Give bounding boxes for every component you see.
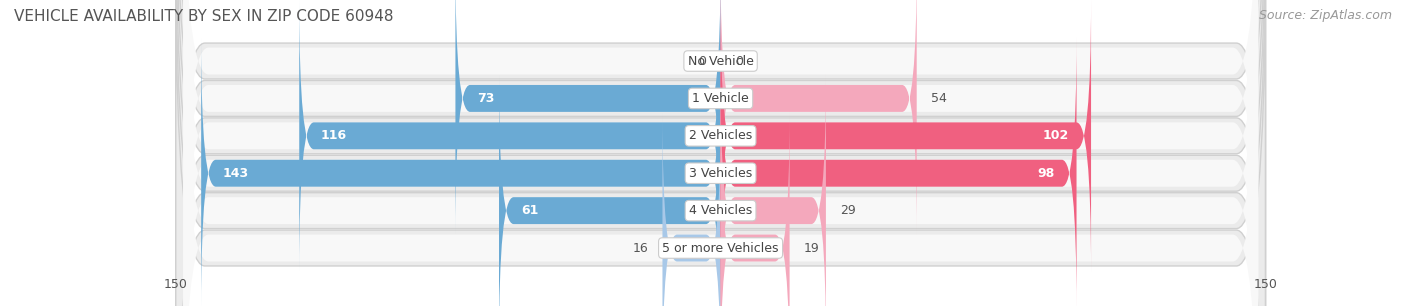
Text: 0: 0 (735, 54, 744, 68)
Text: Source: ZipAtlas.com: Source: ZipAtlas.com (1258, 9, 1392, 22)
Text: 2 Vehicles: 2 Vehicles (689, 129, 752, 142)
Text: 5 or more Vehicles: 5 or more Vehicles (662, 241, 779, 255)
FancyBboxPatch shape (183, 0, 1258, 306)
FancyBboxPatch shape (183, 0, 1258, 306)
Text: 16: 16 (633, 241, 648, 255)
FancyBboxPatch shape (183, 0, 1258, 306)
FancyBboxPatch shape (201, 37, 721, 306)
FancyBboxPatch shape (721, 0, 917, 235)
Text: 98: 98 (1038, 167, 1054, 180)
FancyBboxPatch shape (176, 0, 1265, 306)
FancyBboxPatch shape (299, 0, 721, 272)
FancyBboxPatch shape (176, 0, 1265, 306)
Text: VEHICLE AVAILABILITY BY SEX IN ZIP CODE 60948: VEHICLE AVAILABILITY BY SEX IN ZIP CODE … (14, 9, 394, 24)
Text: 29: 29 (841, 204, 856, 217)
Text: 19: 19 (804, 241, 820, 255)
Text: No Vehicle: No Vehicle (688, 54, 754, 68)
Text: 1 Vehicle: 1 Vehicle (692, 92, 749, 105)
FancyBboxPatch shape (176, 0, 1265, 306)
FancyBboxPatch shape (183, 0, 1258, 306)
Text: 102: 102 (1043, 129, 1070, 142)
Text: 73: 73 (477, 92, 495, 105)
Text: 0: 0 (697, 54, 706, 68)
FancyBboxPatch shape (456, 0, 721, 235)
Text: 4 Vehicles: 4 Vehicles (689, 204, 752, 217)
FancyBboxPatch shape (721, 74, 825, 306)
FancyBboxPatch shape (176, 0, 1265, 306)
FancyBboxPatch shape (176, 0, 1265, 306)
FancyBboxPatch shape (721, 112, 790, 306)
FancyBboxPatch shape (499, 74, 721, 306)
FancyBboxPatch shape (176, 0, 1265, 306)
Text: 116: 116 (321, 129, 347, 142)
FancyBboxPatch shape (721, 0, 1091, 272)
Text: 143: 143 (224, 167, 249, 180)
Text: 3 Vehicles: 3 Vehicles (689, 167, 752, 180)
FancyBboxPatch shape (721, 37, 1077, 306)
FancyBboxPatch shape (183, 0, 1258, 306)
Text: 61: 61 (520, 204, 538, 217)
FancyBboxPatch shape (662, 112, 721, 306)
FancyBboxPatch shape (183, 0, 1258, 306)
Text: 54: 54 (931, 92, 948, 105)
